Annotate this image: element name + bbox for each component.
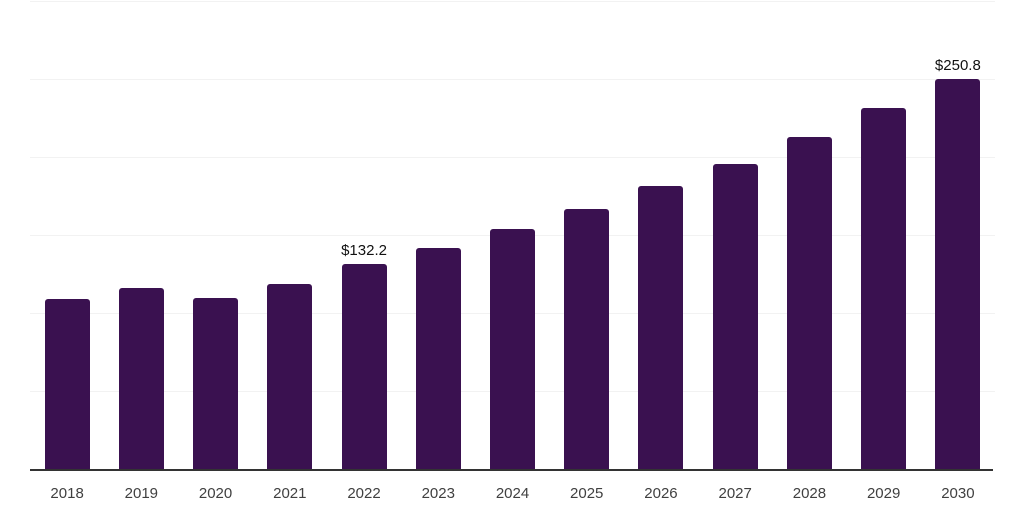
bar-2028 (786, 136, 832, 470)
x-tick-label-2021: 2021 (273, 485, 307, 502)
x-tick-label-2022: 2022 (347, 485, 381, 502)
bar-2030 (935, 78, 981, 470)
data-label-2030: $250.8 (934, 56, 981, 74)
x-tick-label-2025: 2025 (570, 485, 604, 502)
data-label-2022: $132.2 (341, 241, 387, 259)
bar-2023 (415, 247, 461, 470)
x-tick-label-2018: 2018 (50, 485, 84, 502)
bar-2024 (490, 228, 535, 470)
bar-2026 (638, 185, 684, 470)
x-tick-label-2026: 2026 (644, 485, 678, 502)
x-tick-label-2019: 2019 (124, 485, 159, 502)
bar-2022 (341, 263, 387, 470)
bar-2027 (712, 163, 758, 470)
gridline-200 (30, 157, 995, 158)
x-axis-line (30, 469, 993, 471)
x-tick-label-2024: 2024 (495, 485, 530, 502)
bar-2020 (193, 297, 239, 470)
gridline-250 (30, 79, 995, 80)
plot-area: $132.2 $250.8 (30, 1, 995, 470)
x-tick-label-2020: 2020 (198, 485, 233, 502)
bar-2025 (564, 208, 610, 470)
x-tick-label-2029: 2029 (866, 485, 901, 502)
x-tick-label-2028: 2028 (792, 485, 827, 502)
bar-2018 (44, 299, 90, 470)
x-tick-label-2023: 2023 (421, 485, 455, 502)
bar-2021 (267, 284, 313, 470)
gridline-300 (30, 1, 995, 2)
bar-2029 (861, 108, 907, 470)
bar-2019 (118, 288, 164, 470)
x-tick-label-2027: 2027 (718, 485, 752, 502)
x-tick-label-2030: 2030 (941, 485, 975, 502)
